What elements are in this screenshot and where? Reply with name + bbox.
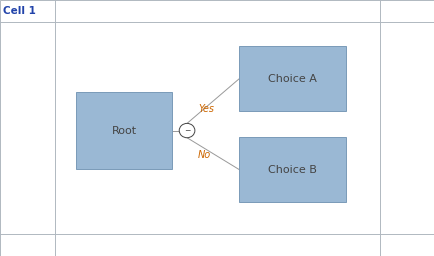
Text: Cell 1: Cell 1 <box>3 6 36 16</box>
Text: −: − <box>184 126 190 135</box>
Text: No: No <box>197 150 210 160</box>
Ellipse shape <box>179 123 194 138</box>
FancyBboxPatch shape <box>239 46 345 111</box>
FancyBboxPatch shape <box>239 137 345 202</box>
Text: Yes: Yes <box>197 104 214 114</box>
Text: Root: Root <box>111 125 136 136</box>
FancyBboxPatch shape <box>76 92 171 169</box>
Text: Choice B: Choice B <box>267 165 316 175</box>
Text: Choice A: Choice A <box>267 74 316 84</box>
